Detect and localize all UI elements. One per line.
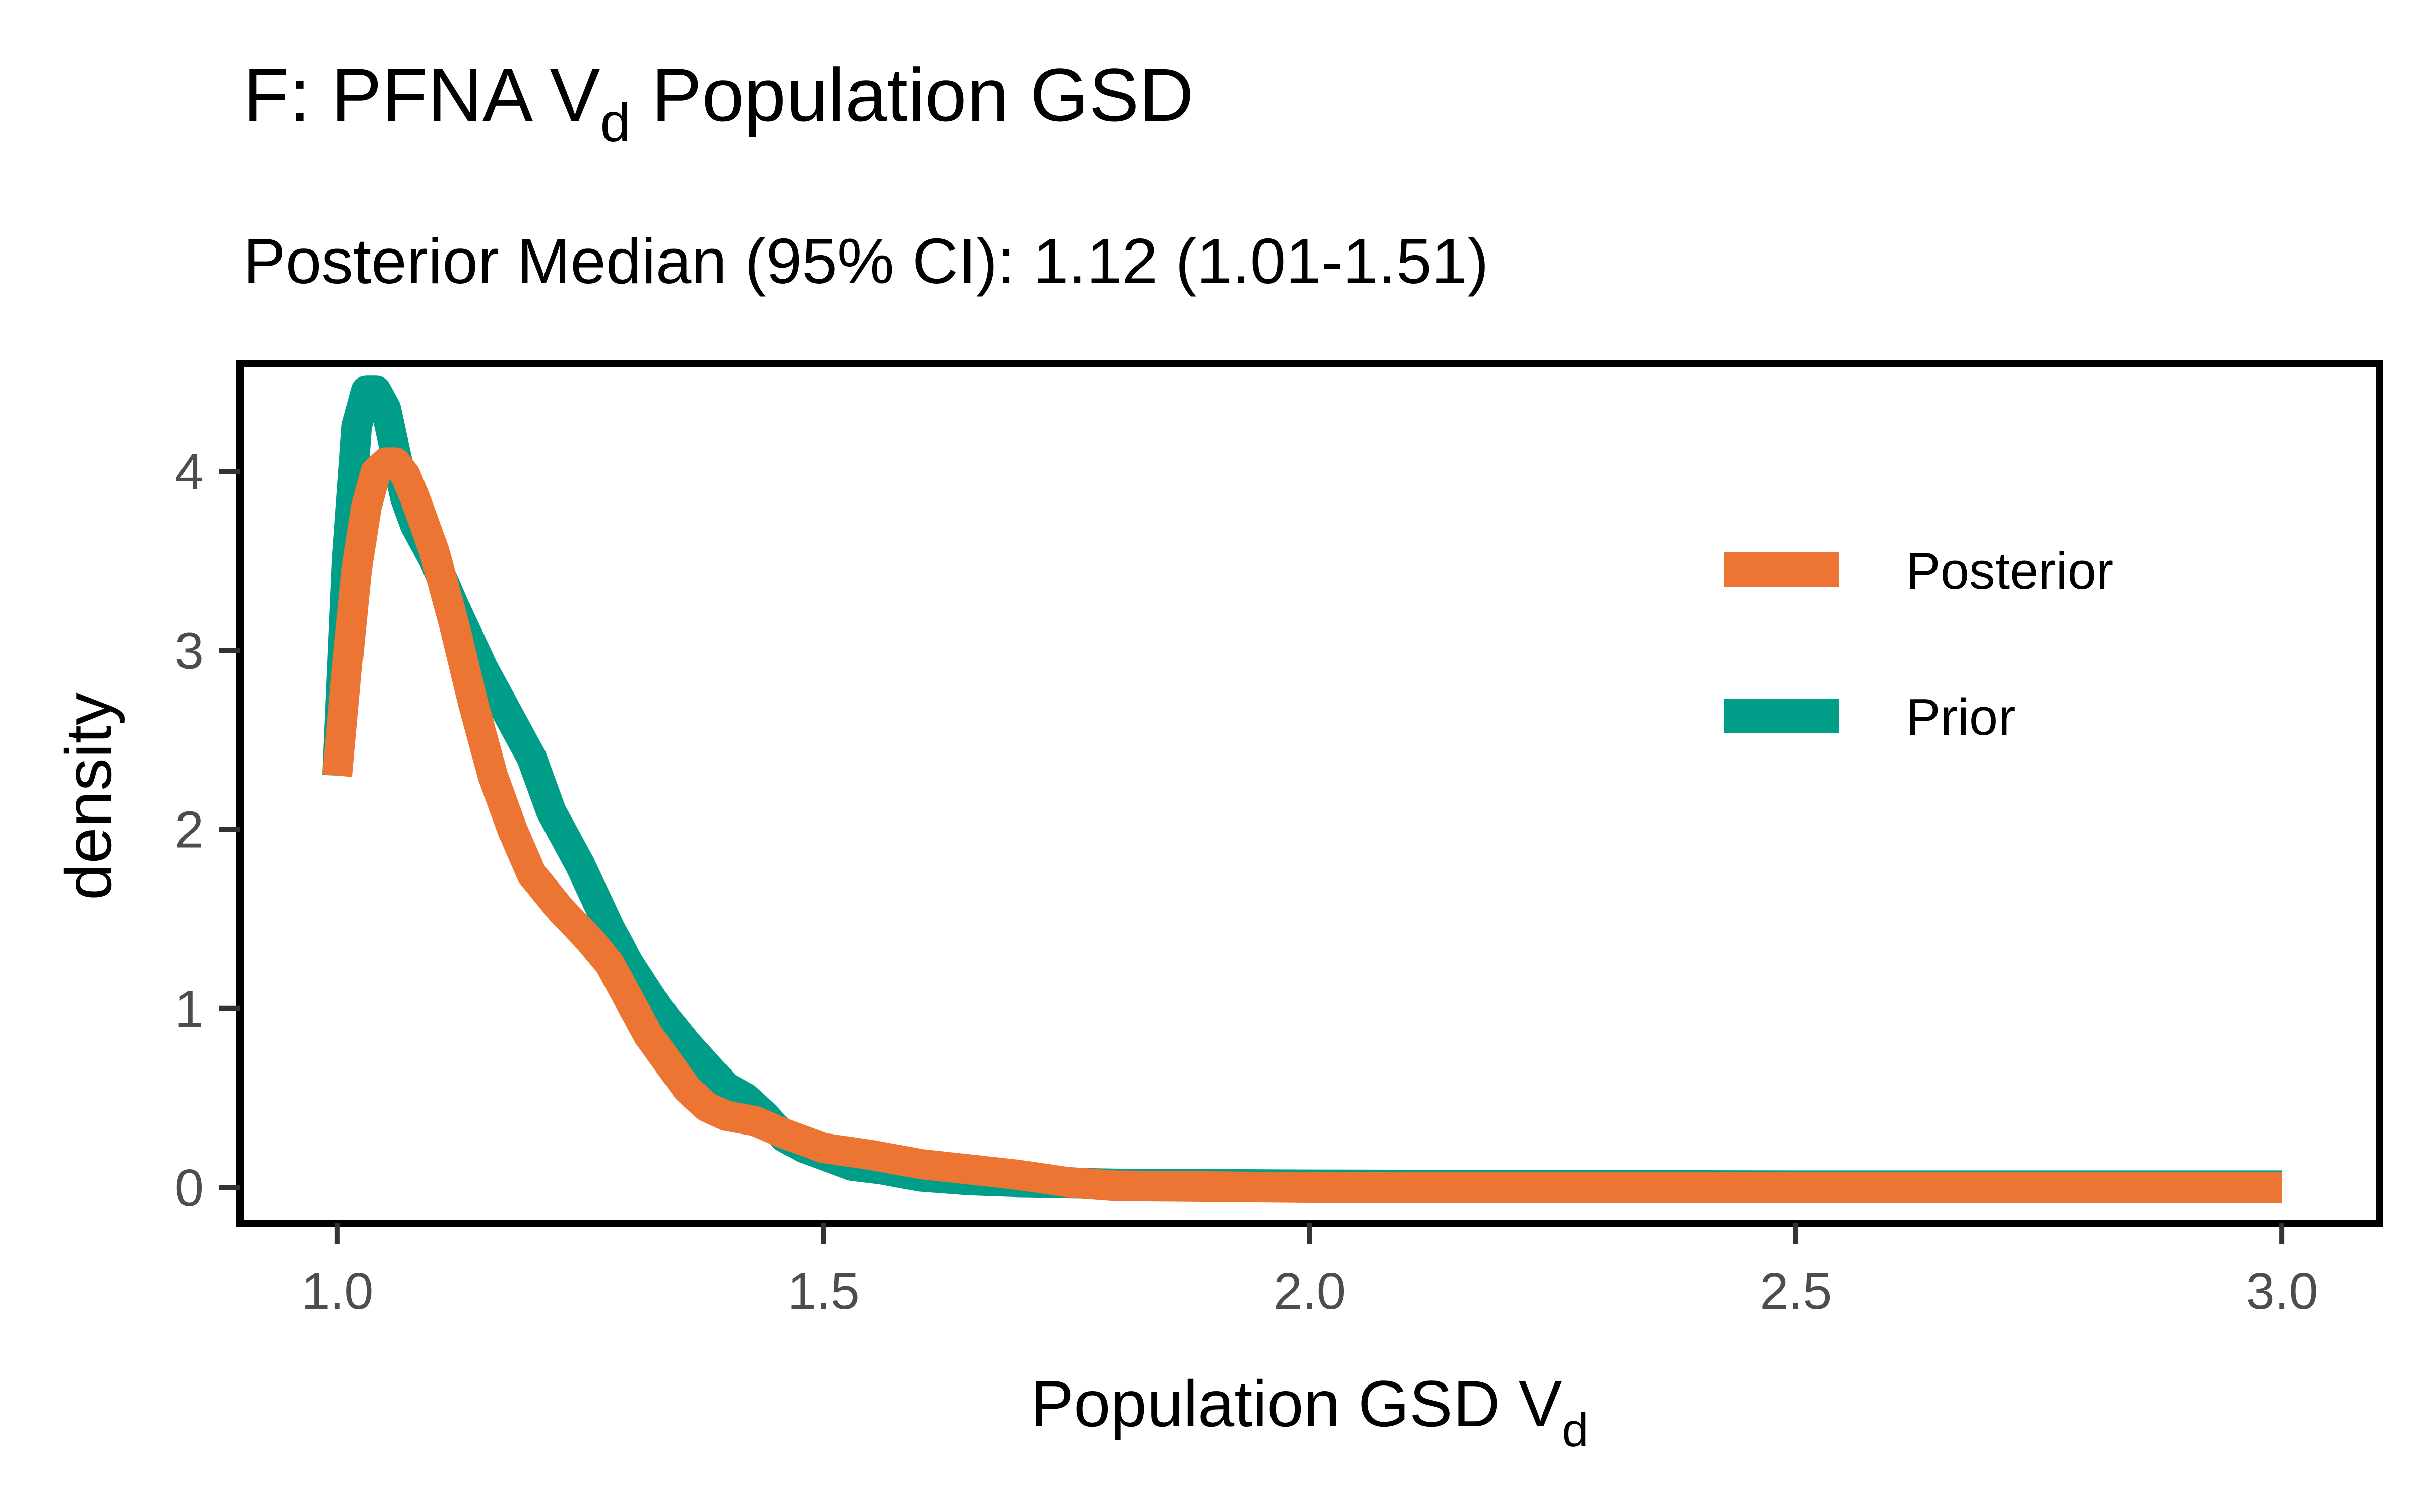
y-tick-label: 1 [175,980,204,1038]
y-axis-title: density [51,692,125,900]
x-tick-label: 3.0 [2246,1262,2318,1320]
plot-lines [322,375,2282,1203]
x-tick-label: 1.0 [301,1262,373,1320]
x-tick-label: 2.0 [1274,1262,1346,1320]
x-axis-title: Population GSD Vd [1030,1367,1588,1457]
y-tick-label: 3 [175,621,204,679]
y-axis: 0 1 2 3 4 [175,443,240,1217]
series-line-prior [322,375,2282,1201]
chart-title: F: PFNA Vd Population GSD [243,52,1194,153]
legend: Posterior Prior [1724,542,2113,746]
y-tick-label: 2 [175,801,204,859]
y-tick-label: 4 [175,443,204,500]
x-tick-label: 1.5 [788,1262,860,1320]
x-axis: 1.0 1.5 2.0 2.5 3.0 [301,1223,2318,1320]
legend-label-prior: Prior [1906,688,2015,746]
series-line-posterior [322,447,2282,1203]
x-tick-label: 2.5 [1760,1262,1832,1320]
legend-label-posterior: Posterior [1906,542,2113,600]
plot-panel-border [236,360,2383,1227]
chart-subtitle: Posterior Median (95% CI): 1.12 (1.01-1.… [243,225,1489,297]
y-tick-label: 0 [175,1159,204,1217]
